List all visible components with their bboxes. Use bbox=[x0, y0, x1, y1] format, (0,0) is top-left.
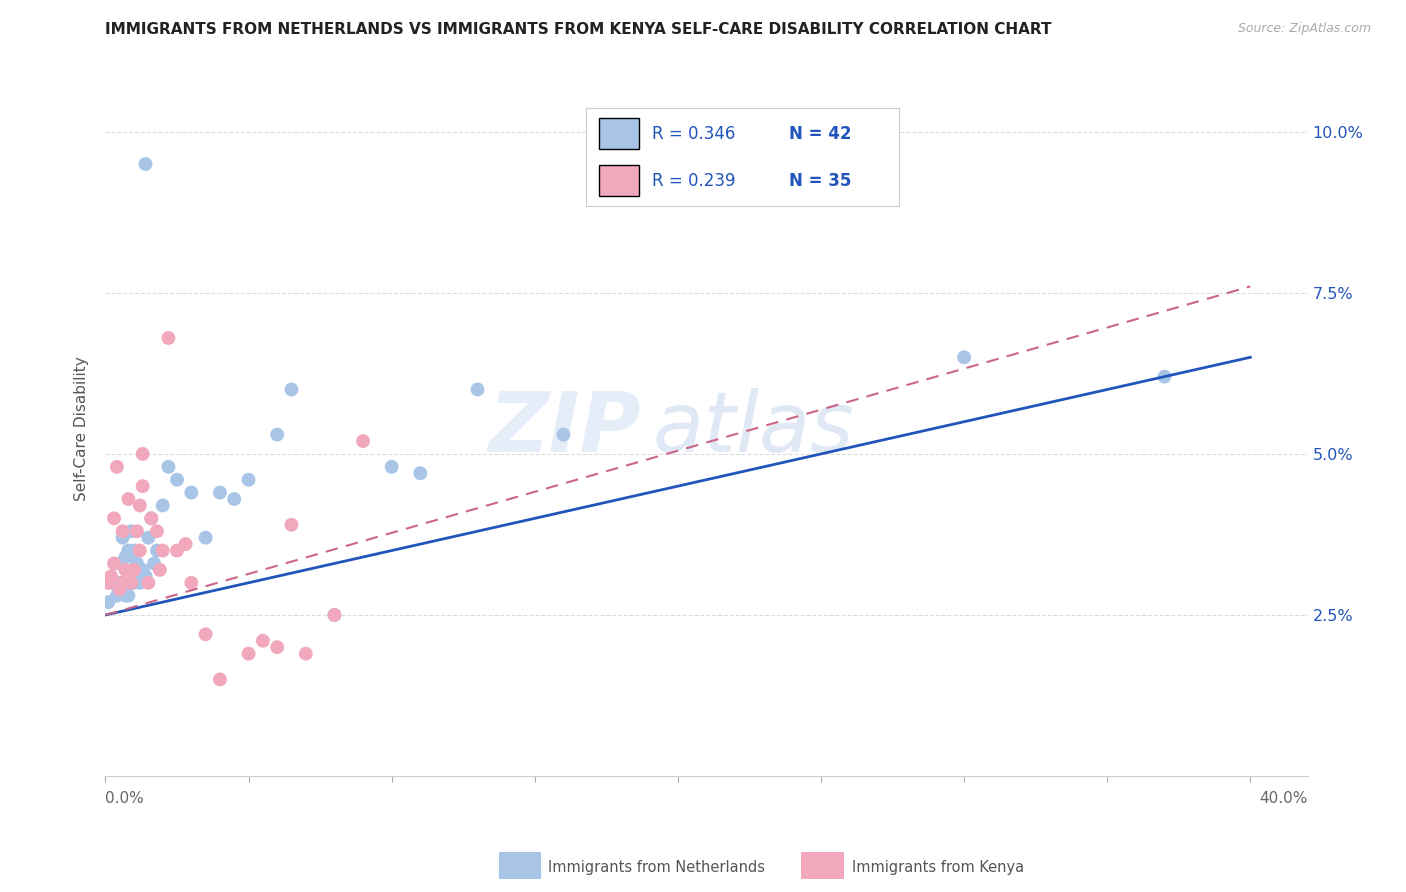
Text: Immigrants from Netherlands: Immigrants from Netherlands bbox=[548, 860, 765, 874]
Point bbox=[141, 511, 163, 525]
Point bbox=[120, 575, 142, 590]
Point bbox=[157, 331, 180, 345]
Point bbox=[111, 524, 134, 539]
Point bbox=[120, 524, 142, 539]
Point bbox=[138, 531, 160, 545]
Text: N = 35: N = 35 bbox=[789, 172, 852, 190]
Point bbox=[125, 524, 148, 539]
Point bbox=[152, 499, 174, 513]
Point bbox=[103, 575, 125, 590]
Point bbox=[105, 459, 128, 474]
Point bbox=[409, 467, 432, 481]
Point bbox=[117, 589, 139, 603]
Point bbox=[120, 575, 142, 590]
Point bbox=[149, 563, 172, 577]
Point bbox=[100, 575, 122, 590]
Point bbox=[266, 427, 288, 442]
Point bbox=[180, 575, 202, 590]
Point bbox=[103, 511, 125, 525]
Point bbox=[381, 459, 404, 474]
Point bbox=[131, 447, 153, 461]
Point bbox=[194, 627, 217, 641]
Point bbox=[105, 589, 128, 603]
Point bbox=[295, 647, 318, 661]
Point bbox=[135, 157, 157, 171]
Point bbox=[108, 582, 131, 597]
Text: Immigrants from Kenya: Immigrants from Kenya bbox=[852, 860, 1024, 874]
Point bbox=[280, 517, 302, 532]
Point bbox=[238, 647, 260, 661]
Point bbox=[157, 459, 180, 474]
Text: 40.0%: 40.0% bbox=[1260, 791, 1308, 805]
Y-axis label: Self-Care Disability: Self-Care Disability bbox=[75, 356, 90, 500]
Point bbox=[122, 563, 145, 577]
Point bbox=[1153, 369, 1175, 384]
Point bbox=[323, 607, 346, 622]
Text: N = 42: N = 42 bbox=[789, 126, 852, 144]
Point bbox=[352, 434, 374, 448]
Point bbox=[114, 563, 136, 577]
Point bbox=[128, 499, 150, 513]
Point bbox=[103, 557, 125, 571]
Point bbox=[146, 543, 169, 558]
Point bbox=[138, 575, 160, 590]
Point bbox=[143, 557, 166, 571]
Point bbox=[111, 575, 134, 590]
Text: Source: ZipAtlas.com: Source: ZipAtlas.com bbox=[1237, 22, 1371, 36]
Point bbox=[108, 575, 131, 590]
Text: 0.0%: 0.0% bbox=[105, 791, 145, 805]
Point bbox=[208, 673, 231, 687]
Point bbox=[146, 524, 169, 539]
Point bbox=[208, 485, 231, 500]
Point bbox=[553, 427, 575, 442]
Point bbox=[266, 640, 288, 655]
Point bbox=[128, 575, 150, 590]
Text: R = 0.346: R = 0.346 bbox=[652, 126, 735, 144]
Point bbox=[166, 473, 188, 487]
Point bbox=[224, 491, 246, 506]
Point bbox=[174, 537, 197, 551]
Point bbox=[194, 531, 217, 545]
Point bbox=[97, 575, 120, 590]
Point bbox=[117, 543, 139, 558]
Point bbox=[111, 531, 134, 545]
Point bbox=[111, 575, 134, 590]
Point bbox=[108, 557, 131, 571]
Point bbox=[125, 557, 148, 571]
Point bbox=[135, 569, 157, 583]
Text: ZIP: ZIP bbox=[488, 388, 640, 468]
Point bbox=[280, 383, 302, 397]
Point bbox=[252, 633, 274, 648]
Point bbox=[180, 485, 202, 500]
FancyBboxPatch shape bbox=[599, 165, 640, 195]
Point bbox=[238, 473, 260, 487]
Point bbox=[100, 569, 122, 583]
Point bbox=[166, 543, 188, 558]
Point bbox=[323, 607, 346, 622]
Point bbox=[117, 491, 139, 506]
Point bbox=[131, 479, 153, 493]
FancyBboxPatch shape bbox=[599, 118, 640, 149]
Point bbox=[114, 549, 136, 564]
Point bbox=[152, 543, 174, 558]
Text: R = 0.239: R = 0.239 bbox=[652, 172, 735, 190]
Point bbox=[131, 563, 153, 577]
Point bbox=[122, 543, 145, 558]
Text: atlas: atlas bbox=[652, 388, 853, 468]
Point bbox=[122, 575, 145, 590]
Text: IMMIGRANTS FROM NETHERLANDS VS IMMIGRANTS FROM KENYA SELF-CARE DISABILITY CORREL: IMMIGRANTS FROM NETHERLANDS VS IMMIGRANT… bbox=[105, 22, 1052, 37]
Point bbox=[114, 589, 136, 603]
Point bbox=[953, 351, 976, 365]
Point bbox=[128, 543, 150, 558]
Point bbox=[97, 595, 120, 609]
Point bbox=[141, 511, 163, 525]
Point bbox=[467, 383, 489, 397]
